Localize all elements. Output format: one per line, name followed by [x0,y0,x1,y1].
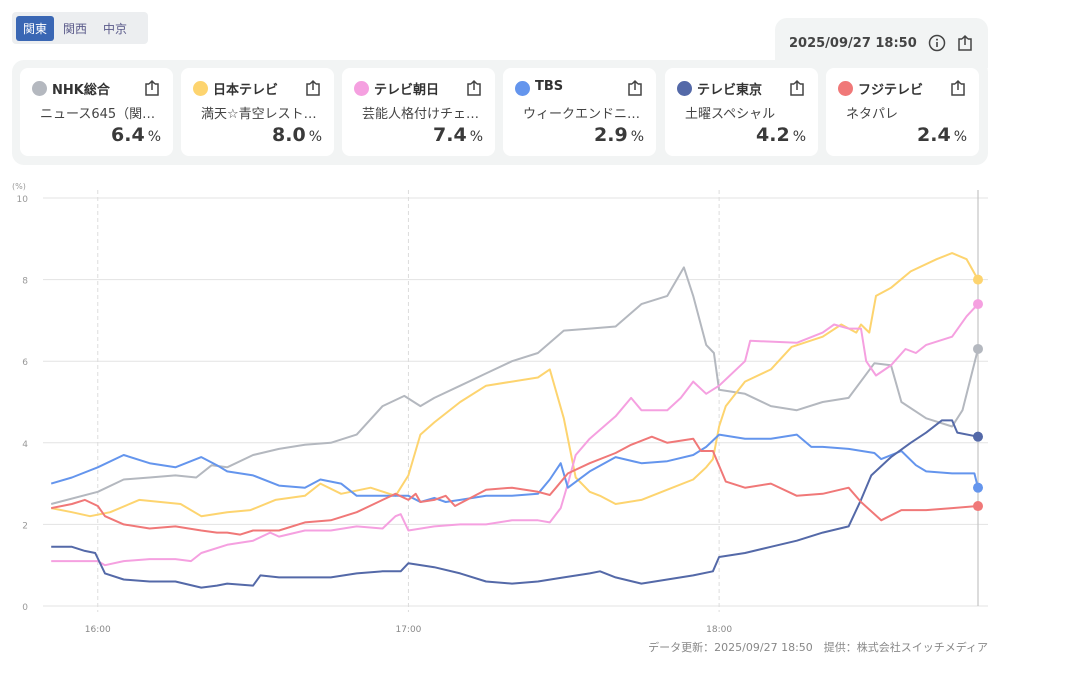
series-endpoint-3 [973,482,983,493]
y-tick-label: 8 [22,277,28,287]
tab-chukyo[interactable]: 中京 [103,21,128,36]
channel-card[interactable]: 日本テレビ 満天☆青空レストラン 8.0% [181,68,334,156]
y-tick-label: 4 [22,440,28,450]
share-icon[interactable] [788,79,806,97]
series-endpoint-5 [973,501,983,512]
channel-name: 日本テレビ [213,83,279,98]
rating-unit: % [792,129,806,145]
rating-number: 2.9 [594,124,628,146]
share-icon[interactable] [949,79,967,97]
series-endpoint-2 [973,299,983,310]
share-icon[interactable] [143,79,161,97]
rating-value: 6.4% [111,124,161,146]
channel-name: テレビ朝日 [374,83,440,98]
channel-card[interactable]: テレビ朝日 芸能人格付けチェック 7.4% [342,68,495,156]
rating-number: 6.4 [111,124,145,146]
channel-name: NHK総合 [52,83,110,98]
channel-name: TBS [535,79,564,94]
rating-number: 7.4 [433,124,467,146]
channel-name: フジテレビ [858,83,924,98]
share-icon[interactable] [304,79,322,97]
rating-value: 4.2% [756,124,806,146]
series-line-3 [50,433,979,503]
channel-color-dot [838,81,853,96]
rating-value: 7.4% [433,124,483,146]
y-axis-unit: (%) [12,182,26,191]
series-line-0 [50,266,979,505]
rating-unit: % [308,129,322,145]
rating-value: 8.0% [272,124,322,146]
update-timestamp: 2025/09/27 18:50 [789,35,917,51]
info-icon[interactable] [928,34,946,52]
channel-card[interactable]: TBS ウィークエンドニュース 2.9% [503,68,656,156]
rating-number: 8.0 [272,124,306,146]
series-line-2 [51,303,979,567]
rating-value: 2.4% [917,124,967,146]
x-tick-label: 16:00 [85,625,111,635]
tab-kansai[interactable]: 関西 [63,21,88,36]
series-endpoint-1 [973,274,983,285]
rating-number: 4.2 [756,124,790,146]
rating-unit: % [953,129,967,145]
channel-card[interactable]: テレビ東京 土曜スペシャル 4.2% [665,68,818,156]
channel-card[interactable]: フジテレビ ネタパレ 2.4% [826,68,979,156]
channel-name: テレビ東京 [697,83,763,98]
channel-color-dot [32,81,47,96]
rating-unit: % [147,129,161,145]
tab-kanto[interactable]: 関東 [16,15,55,41]
channel-color-dot [515,81,530,96]
series-line-5 [51,435,979,536]
channel-color-dot [193,81,208,96]
channel-color-dot [677,81,692,96]
channel-card[interactable]: NHK総合 ニュース645（関東） 6.4% [20,68,173,156]
rating-value: 2.9% [594,124,644,146]
y-tick-label: 6 [22,358,28,368]
x-tick-label: 18:00 [706,625,732,635]
timestamp-bar: 2025/09/27 18:50 [775,18,988,68]
y-tick-label: 2 [22,521,28,531]
series-line-4 [51,419,979,589]
series-endpoint-4 [973,431,983,442]
share-icon[interactable] [956,34,974,52]
region-tabs: 関東 関西 中京 [12,12,148,44]
share-icon[interactable] [626,79,644,97]
y-tick-label: 10 [17,195,29,205]
series-endpoint-0 [973,343,983,354]
y-tick-label: 0 [22,603,28,613]
channel-color-dot [354,81,369,96]
share-icon[interactable] [465,79,483,97]
channel-panel: NHK総合 ニュース645（関東） 6.4% 日本テレビ 満天☆青空レストラン … [12,60,988,165]
series-line-1 [51,252,979,518]
rating-number: 2.4 [917,124,951,146]
rating-unit: % [630,129,644,145]
footer-credit: データ更新：2025/09/27 18:50 提供：株式会社スイッチメディア [648,641,988,654]
x-tick-label: 17:00 [395,625,421,635]
rating-unit: % [469,129,483,145]
